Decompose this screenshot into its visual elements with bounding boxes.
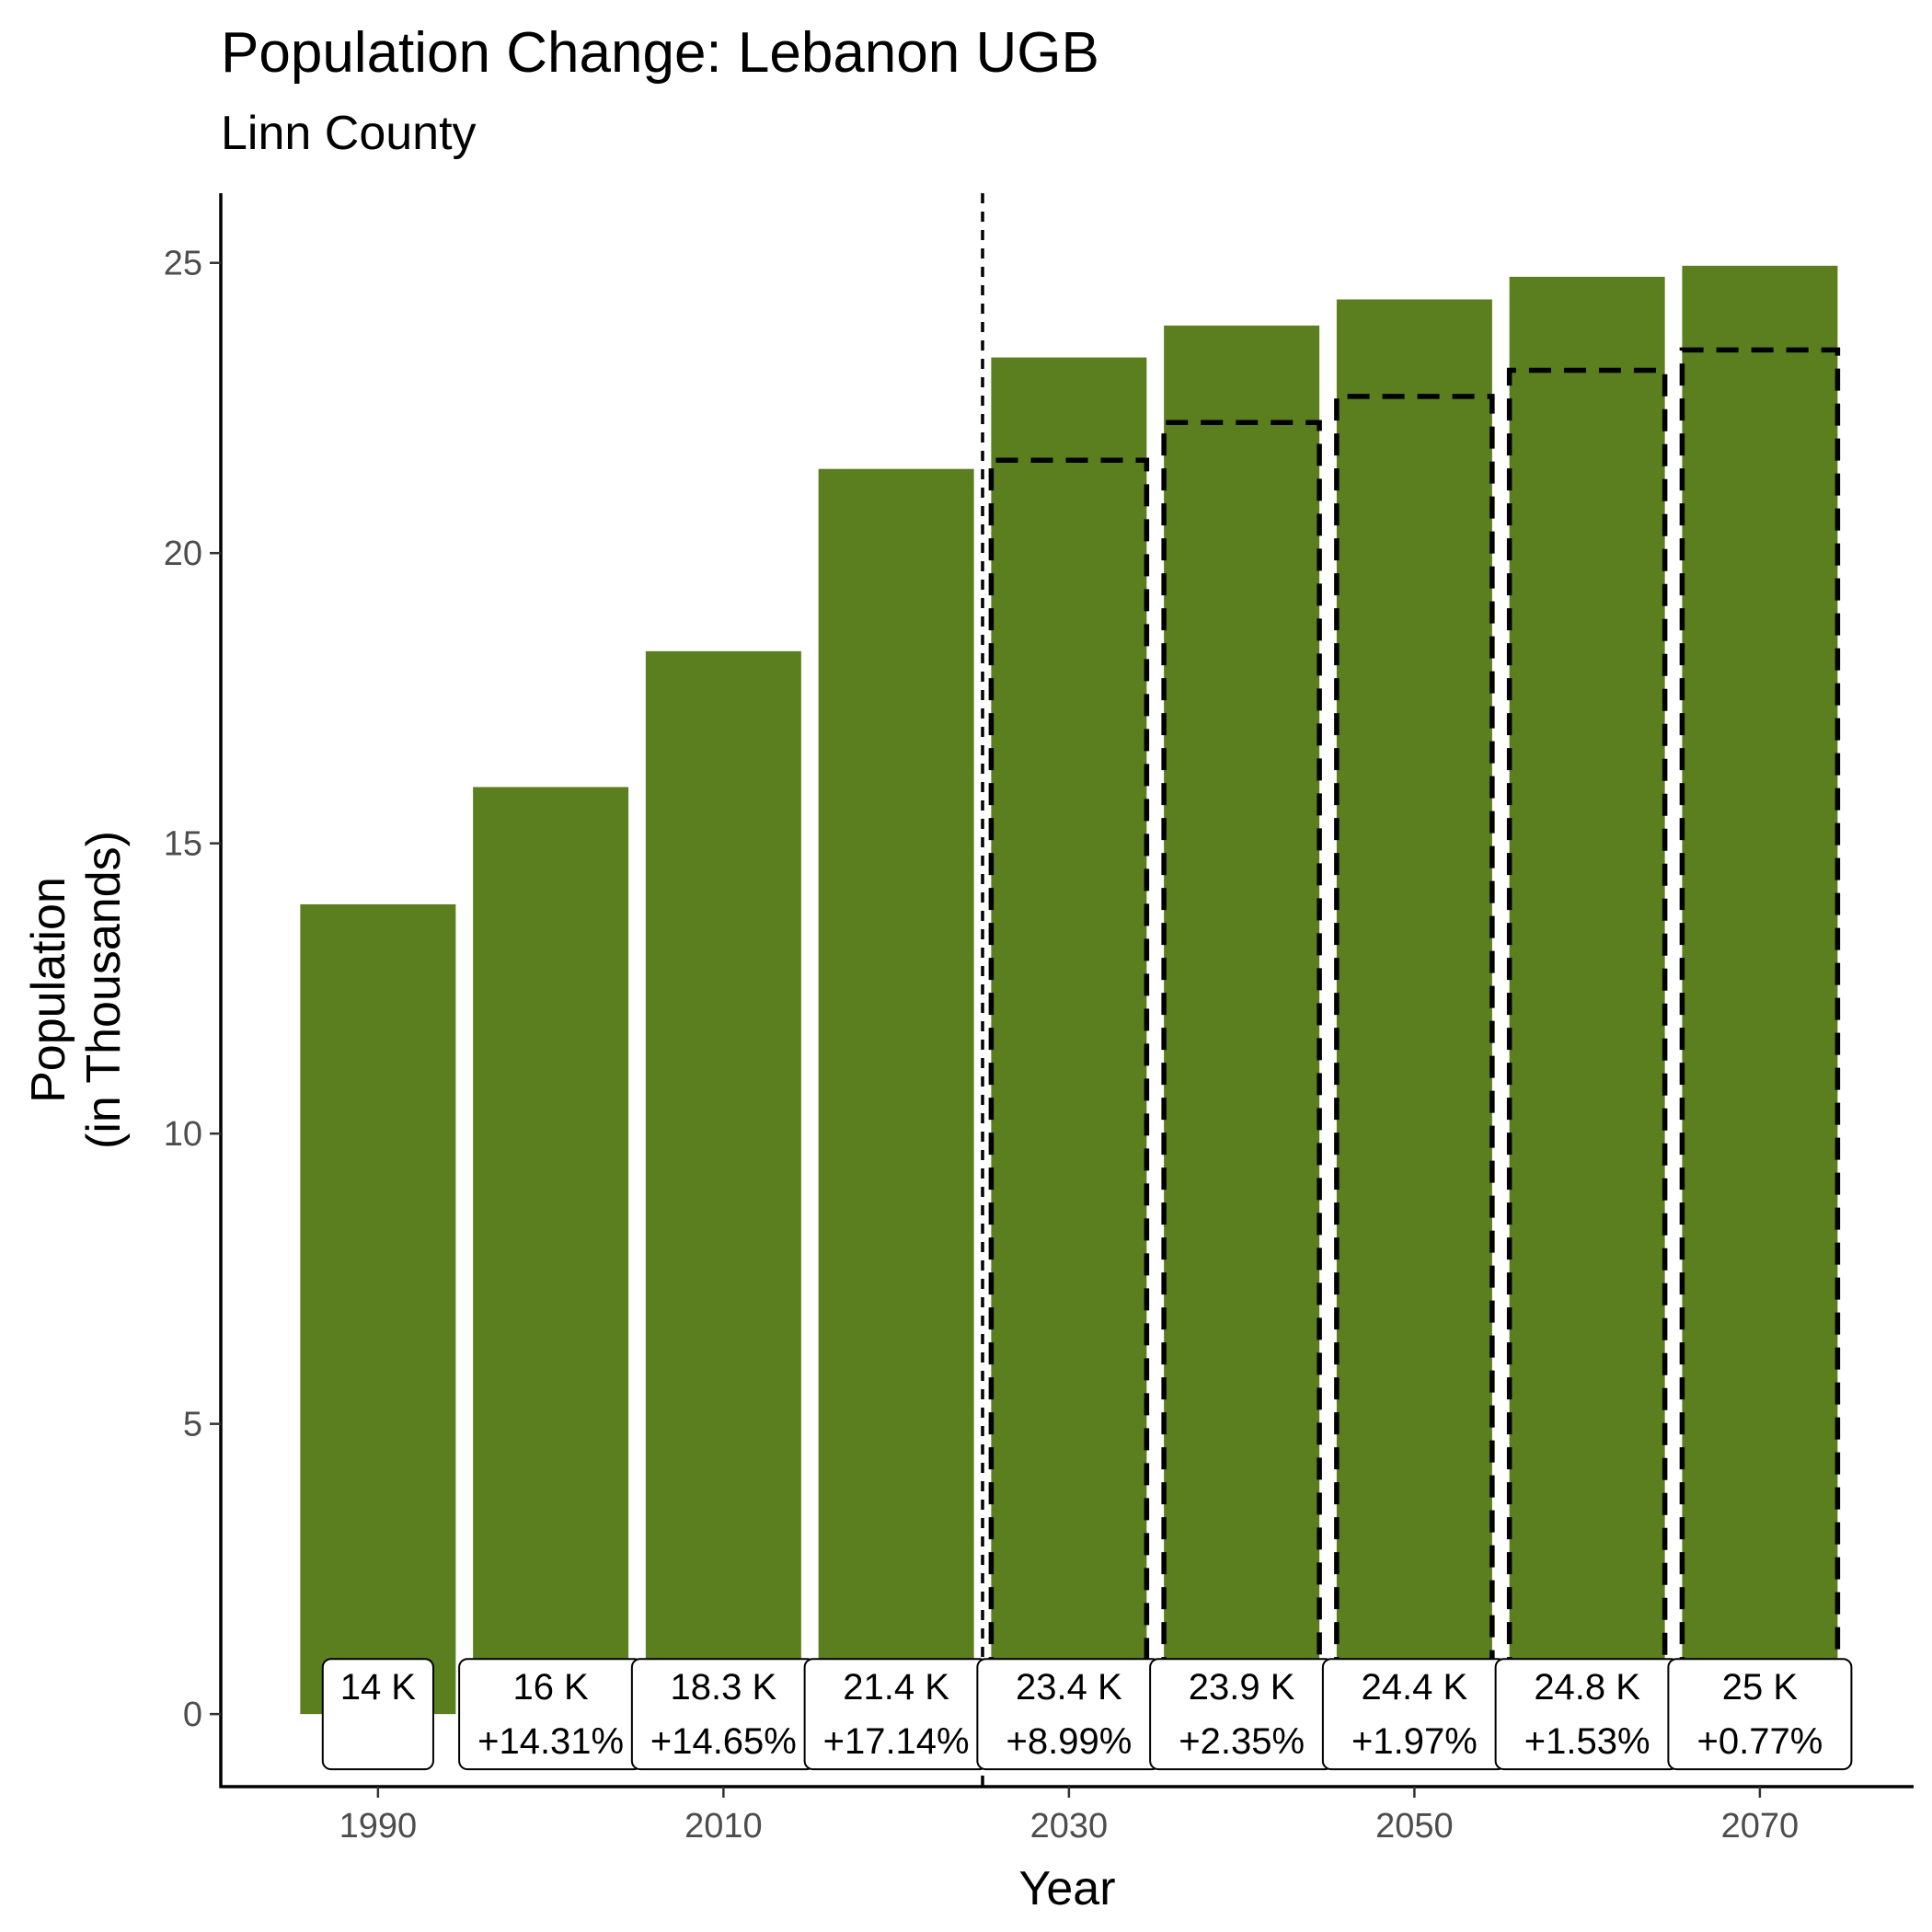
data-label-2020: 21.4 K +17.14% — [803, 1658, 989, 1771]
y-tick-label-20: 20 — [164, 535, 202, 573]
bar-2060 — [1509, 276, 1665, 1715]
data-label-change-2010: +14.65% — [650, 1721, 797, 1762]
data-label-value-2020: 21.4 K — [843, 1667, 949, 1708]
data-label-box-1990 — [321, 1658, 434, 1771]
data-label-2010: 18.3 K +14.65% — [630, 1658, 816, 1771]
data-label-2040: 23.9 K +2.35% — [1149, 1658, 1335, 1771]
bar-2000 — [473, 787, 629, 1715]
data-label-change-2020: +17.14% — [823, 1721, 970, 1762]
reference-outline-2040 — [1161, 420, 1322, 1715]
chart-title: Population Change: Lebanon UGB — [221, 21, 1099, 85]
y-tick-label-15: 15 — [164, 825, 202, 864]
data-label-change-2030: +8.99% — [1006, 1721, 1132, 1762]
x-tick-label-2050: 2050 — [1375, 1807, 1454, 1846]
data-label-2050: 24.4 K +1.97% — [1321, 1658, 1507, 1771]
x-tick-label-1990: 1990 — [339, 1807, 418, 1846]
data-label-change-2000: +14.31% — [477, 1721, 624, 1762]
data-label-value-2060: 24.8 K — [1534, 1667, 1640, 1708]
data-label-change-2070: +0.77% — [1697, 1721, 1823, 1762]
data-label-value-2050: 24.4 K — [1362, 1667, 1468, 1708]
x-tick-label-2070: 2070 — [1721, 1807, 1800, 1846]
data-label-2000: 16 K +14.31% — [458, 1658, 644, 1771]
data-label-value-2000: 16 K — [512, 1667, 589, 1708]
data-label-change-2050: +1.97% — [1351, 1721, 1478, 1762]
reference-outline-2070 — [1679, 347, 1841, 1715]
bar-2050 — [1336, 299, 1492, 1715]
reference-outline-2060 — [1506, 367, 1668, 1715]
bar-1990 — [300, 903, 456, 1715]
data-label-box-2070 — [1667, 1658, 1853, 1771]
x-tick-label-2030: 2030 — [1030, 1807, 1109, 1846]
data-label-2060: 24.8 K +1.53% — [1494, 1658, 1680, 1771]
bar-2040 — [1164, 325, 1320, 1715]
data-label-change-2060: +1.53% — [1524, 1721, 1650, 1762]
bar-2070 — [1682, 265, 1838, 1715]
chart-subtitle: Linn County — [221, 107, 477, 160]
data-label-value-1990: 14 K — [340, 1667, 417, 1708]
y-axis-title-line-2: (in Thousands) — [77, 831, 131, 1149]
y-tick-label-10: 10 — [164, 1115, 202, 1154]
reference-outline-2030 — [988, 457, 1150, 1715]
y-axis-title: Population(in Thousands) — [22, 831, 131, 1149]
data-label-value-2030: 23.4 K — [1016, 1667, 1122, 1708]
data-label-change-2040: +2.35% — [1179, 1721, 1305, 1762]
data-label-2070: 25 K +0.77% — [1667, 1658, 1853, 1771]
y-tick-label-25: 25 — [164, 245, 202, 283]
bar-2020 — [818, 468, 974, 1715]
data-label-1990: 14 K — [321, 1658, 434, 1771]
x-tick-label-2010: 2010 — [684, 1807, 763, 1846]
y-tick-label-5: 5 — [183, 1406, 202, 1444]
y-axis-title-line-1: Population — [22, 877, 75, 1103]
bar-2010 — [645, 650, 801, 1715]
bar-2030 — [991, 357, 1147, 1715]
data-label-value-2040: 23.9 K — [1189, 1667, 1295, 1708]
x-axis-title: Year — [1018, 1862, 1115, 1915]
data-label-value-2070: 25 K — [1722, 1667, 1799, 1708]
y-tick-label-0: 0 — [183, 1696, 202, 1734]
data-label-value-2010: 18.3 K — [671, 1667, 777, 1708]
data-label-2030: 23.4 K +8.99% — [976, 1658, 1162, 1771]
